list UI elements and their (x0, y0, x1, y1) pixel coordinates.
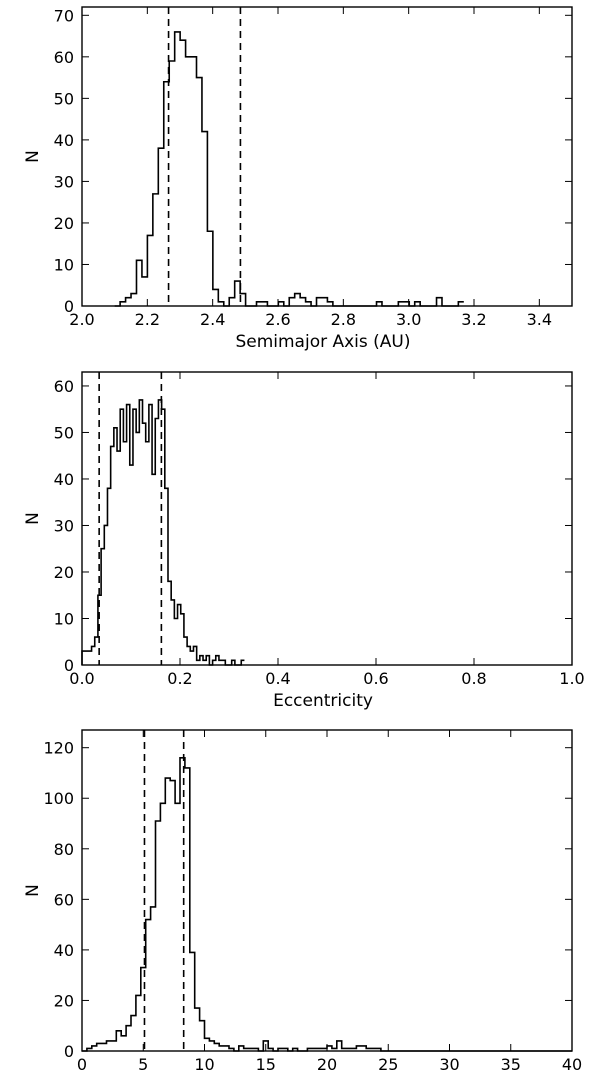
x-tick-label-inclination: 0 (77, 1055, 87, 1074)
y-axis-label-semimajor-axis: N (23, 150, 43, 163)
x-tick-label-semimajor-axis: 2.4 (200, 310, 225, 329)
y-tick-label-inclination: 0 (64, 1042, 74, 1061)
x-tick-label-inclination: 25 (378, 1055, 398, 1074)
y-tick-label-inclination: 100 (43, 789, 74, 808)
panel-inclination: 0510152025303540020406080100120Inclinati… (23, 729, 582, 1078)
y-tick-label-eccentricity: 10 (54, 609, 74, 628)
y-tick-label-semimajor-axis: 20 (54, 214, 74, 233)
x-axis-label-semimajor-axis: Semimajor Axis (AU) (235, 332, 410, 352)
panel-eccentricity: 0.0 0.2 0.4 0.6 0.8 1.0 0 10 20 30 40 50 60 Eccentric… (23, 371, 585, 711)
y-tick-label-semimajor-axis: 50 (54, 89, 74, 108)
y-tick-label-inclination: 120 (43, 739, 74, 758)
x-tick-label-eccentricity: 0.4 (265, 669, 290, 688)
x-tick-label-inclination: 30 (439, 1055, 459, 1074)
x-tick-label-eccentricity: 1.0 (559, 669, 584, 688)
x-tick-label-semimajor-axis: 3.2 (461, 310, 486, 329)
y-tick-label-inclination: 60 (54, 890, 74, 909)
x-tick-label-eccentricity: 0.6 (363, 669, 388, 688)
y-tick-label-semimajor-axis: 40 (54, 131, 74, 150)
panel-semimajor-axis: 2.0 2.2 2.4 2.6 2.8 3.0 3.2 3.4 0 10 20 30 40 50 60 70 S… (23, 6, 573, 352)
y-tick-label-eccentricity: 30 (54, 516, 74, 535)
histogram-series-inclination (82, 757, 572, 1052)
x-tick-label-semimajor-axis: 3.4 (527, 310, 552, 329)
x-tick-label-semimajor-axis: 3.0 (396, 310, 421, 329)
x-tick-label-inclination: 5 (138, 1055, 148, 1074)
x-tick-label-inclination: 20 (317, 1055, 337, 1074)
y-tick-label-semimajor-axis: 30 (54, 172, 74, 191)
plot-frame-semimajor-axis (81, 6, 573, 307)
y-axis-label-inclination: N (23, 884, 43, 897)
x-tick-label-eccentricity: 0.8 (461, 669, 486, 688)
y-tick-label-semimajor-axis: 60 (54, 48, 74, 67)
x-tick-label-semimajor-axis: 2.6 (265, 310, 290, 329)
x-tick-label-inclination: 35 (501, 1055, 521, 1074)
x-tick-label-eccentricity: 0.0 (69, 669, 94, 688)
y-tick-label-semimajor-axis: 70 (54, 6, 74, 25)
x-tick-label-semimajor-axis: 2.2 (135, 310, 160, 329)
y-tick-label-inclination: 80 (54, 840, 74, 859)
histogram-series-semimajor-axis (114, 31, 464, 307)
histogram-series-eccentricity (81, 399, 245, 666)
y-tick-label-inclination: 20 (54, 991, 74, 1010)
x-tick-label-inclination: 15 (256, 1055, 276, 1074)
x-tick-label-eccentricity: 0.2 (167, 669, 192, 688)
y-axis-label-eccentricity: N (23, 512, 43, 525)
y-tick-label-eccentricity: 40 (54, 470, 74, 489)
y-tick-label-semimajor-axis: 10 (54, 255, 74, 274)
y-tick-label-eccentricity: 20 (54, 563, 74, 582)
y-tick-label-inclination: 40 (54, 941, 74, 960)
y-tick-label-semimajor-axis: 0 (64, 297, 74, 316)
x-tick-label-inclination: 10 (194, 1055, 214, 1074)
x-axis-label-eccentricity: Eccentricity (273, 691, 373, 711)
x-tick-label-semimajor-axis: 2.0 (69, 310, 94, 329)
plot-frame-eccentricity (81, 371, 573, 666)
y-tick-label-eccentricity: 50 (54, 423, 74, 442)
y-tick-label-eccentricity: 60 (54, 377, 74, 396)
y-tick-label-eccentricity: 0 (64, 656, 74, 675)
x-tick-label-inclination: 40 (562, 1055, 582, 1074)
x-tick-label-semimajor-axis: 2.8 (331, 310, 356, 329)
